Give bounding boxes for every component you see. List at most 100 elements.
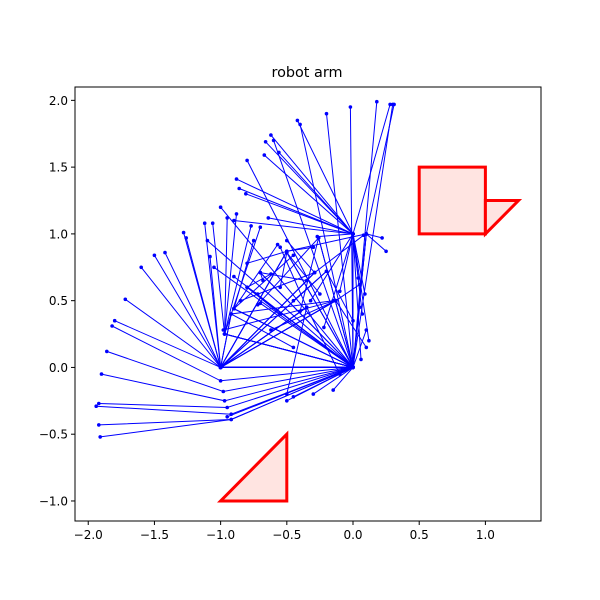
arm-joint-point (184, 236, 188, 240)
arm-joint-point (245, 158, 249, 163)
y-tick-label: 1.0 (49, 227, 68, 241)
arm-joint-point (380, 236, 384, 240)
arm-joint-point (261, 278, 265, 283)
arm-joint-point (234, 177, 239, 181)
arm-joint-point (291, 253, 296, 258)
arm-joint-point (324, 111, 329, 116)
arm-joint-point (338, 289, 342, 294)
arm-joint-point (208, 254, 212, 259)
y-tick-label: 1.5 (49, 161, 68, 175)
arm-joint-point (222, 332, 227, 336)
x-tick-label: −1.0 (206, 528, 235, 542)
x-tick-label: 0.5 (410, 528, 429, 542)
arm-joint-point (367, 338, 371, 343)
arms-layer (94, 99, 396, 439)
arm-joint-point (315, 234, 320, 239)
arm-joint-point (277, 150, 281, 155)
arm-joint-point (163, 250, 167, 255)
arm-configuration (218, 245, 309, 370)
arm-joint-point (359, 357, 363, 362)
arm-joint-point (212, 265, 216, 270)
obstacle-lower-triangle (217, 430, 289, 503)
arm-joint-point (258, 270, 263, 275)
y-tick-label: 0.0 (49, 361, 68, 375)
arm-joint-point (244, 192, 248, 196)
arm-joint-point (364, 232, 369, 236)
arm-joint-point (218, 379, 223, 383)
obstacles-layer (217, 165, 523, 503)
arm-joint-point (105, 349, 109, 354)
arm-joint-point (363, 292, 367, 296)
y-axis-ticks: −1.0 −0.5 0.0 0.5 1.0 1.5 2.0 (39, 94, 75, 508)
arm-joint-point (348, 105, 353, 109)
arm-joint-point (295, 118, 300, 123)
arm-joint-point (364, 345, 369, 350)
arm-joint-point (392, 102, 396, 107)
axes-frame (74, 86, 542, 522)
arm-joint-point (311, 245, 316, 249)
arm-joint-point (202, 221, 207, 225)
arm-joint-point (275, 242, 280, 247)
arm-joint-point (255, 302, 260, 307)
arm-joint-point (384, 249, 388, 254)
arm-joint-point (278, 285, 283, 290)
arm-joint-point (98, 435, 102, 439)
arm-joint-point (225, 415, 229, 419)
arm-joint-point (311, 392, 316, 396)
arm-joint-point (94, 404, 98, 409)
arm-joint-point (225, 405, 229, 410)
chart-title: robot arm (271, 65, 342, 81)
arm-joint-point (112, 318, 117, 323)
arm-joint-point (291, 345, 296, 350)
arm-joint-point (232, 218, 236, 223)
arm-joint-point (388, 102, 392, 107)
arm-joint-point (361, 233, 366, 237)
x-tick-label: −1.5 (140, 528, 169, 542)
arm-joint-point (278, 312, 283, 316)
x-tick-label: −2.0 (74, 528, 103, 542)
arm-joint-point (97, 401, 101, 406)
y-tick-label: 0.5 (49, 294, 68, 308)
arm-joint-point (318, 292, 322, 296)
arm-joint-point (221, 389, 226, 394)
arm-joint-point (232, 306, 236, 311)
arm-joint-point (249, 224, 253, 228)
arm-joint-point (251, 238, 256, 243)
arm-joint-point (360, 312, 365, 316)
arm-joint-point (210, 221, 215, 225)
arm-joint-point (263, 140, 268, 144)
arm-joint-point (285, 399, 289, 403)
arm-joint-point (218, 365, 223, 370)
arm-joint-point (229, 417, 233, 422)
arm-joint-point (139, 265, 143, 270)
arm-joint-point (262, 153, 267, 157)
arm-joint-point (237, 186, 241, 191)
arm-joint-point (181, 230, 186, 235)
arm-joint-point (278, 245, 283, 249)
arm-joint-point (304, 305, 309, 310)
arm-joint-point (97, 423, 101, 427)
arm-joint-point (234, 212, 239, 216)
arm-joint-point (123, 297, 128, 302)
arm-joint-point (322, 325, 326, 330)
arm-joint-point (291, 298, 296, 303)
arm-joint-point (222, 399, 227, 403)
x-axis-ticks: −2.0 −1.5 −1.0 −0.5 0.0 0.5 1.0 (74, 521, 495, 542)
arm-joint-point (375, 99, 379, 104)
arm-joint-point (285, 238, 289, 243)
arm-configuration (351, 232, 365, 370)
arm-joint-point (269, 328, 273, 332)
arm-joint-point (298, 309, 302, 314)
arm-joint-point (152, 253, 157, 258)
obstacle-upper-triangle (483, 199, 523, 238)
arm-joint-point (266, 216, 271, 220)
arm-joint-point (258, 225, 263, 229)
y-tick-label: −0.5 (39, 428, 68, 442)
arm-joint-point (269, 133, 273, 137)
arm-joint-point (99, 372, 104, 376)
arm-joint-point (308, 298, 313, 303)
y-tick-label: 2.0 (49, 94, 68, 108)
x-tick-label: −0.5 (272, 528, 301, 542)
